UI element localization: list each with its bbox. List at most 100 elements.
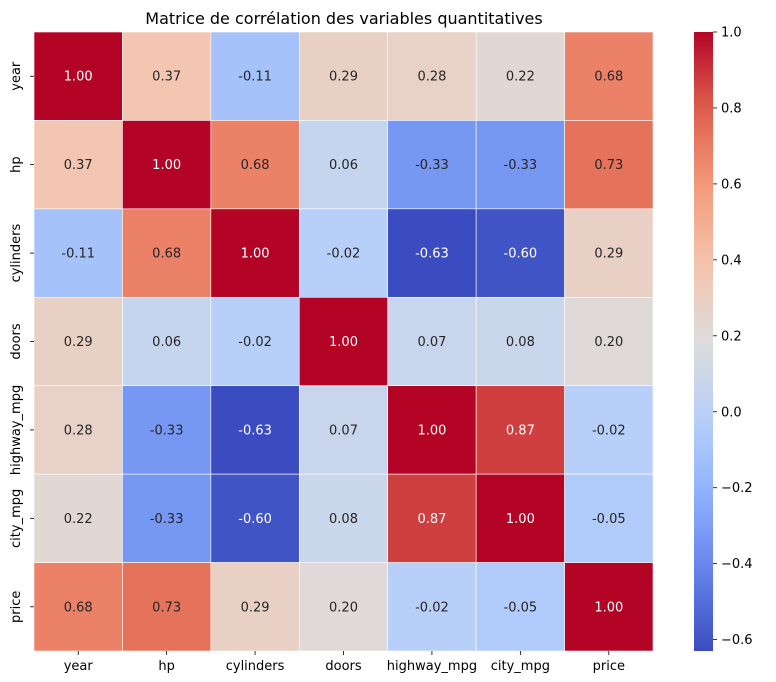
heatmap-cell-price-doors bbox=[298, 562, 389, 652]
cell-label-year-price: 0.68 bbox=[594, 70, 623, 85]
heatmap-cell-hp-price bbox=[564, 120, 654, 210]
heatmap-cell-highway_mpg-year bbox=[33, 385, 123, 475]
cell-label-hp-hp: 1.00 bbox=[152, 158, 181, 173]
heatmap-cell-city_mpg-highway_mpg bbox=[387, 473, 477, 563]
cell-label-year-doors: 0.29 bbox=[329, 70, 358, 85]
heatmap-cell-city_mpg-cylinders bbox=[210, 473, 300, 563]
heatmap-cell-doors-hp bbox=[122, 296, 212, 387]
cell-label-cylinders-cylinders: 1.00 bbox=[241, 247, 270, 262]
cell-label-hp-cylinders: 0.68 bbox=[241, 158, 270, 173]
colorbar-tick-label: −0.6 bbox=[721, 633, 753, 648]
y-tick-label-year: year bbox=[9, 61, 24, 91]
colorbar-tick-label: −0.2 bbox=[721, 481, 753, 496]
colorbar-tick-label: 0.0 bbox=[721, 405, 742, 420]
cell-label-hp-year: 0.37 bbox=[64, 158, 93, 173]
cell-annotations: 1.00 0.37 -0.11 0.29 0.28 0.22 0.68 0.37 1.00 0.6… bbox=[61, 70, 625, 616]
heatmap-cell-cylinders-cylinders bbox=[210, 208, 300, 298]
heatmap-cell-price-city_mpg bbox=[475, 562, 565, 652]
colorbar-tick-label: 1.0 bbox=[721, 26, 742, 41]
heatmap-cell-year-highway_mpg bbox=[387, 31, 477, 121]
cell-label-city_mpg-cylinders: -0.60 bbox=[238, 512, 272, 527]
cell-label-year-city_mpg: 0.22 bbox=[506, 70, 535, 85]
cell-label-cylinders-city_mpg: -0.60 bbox=[504, 247, 538, 262]
cell-label-year-highway_mpg: 0.28 bbox=[417, 70, 446, 85]
heatmap-cell-price-highway_mpg bbox=[387, 562, 477, 652]
x-axis-ticks: year hp cylinders doors highway_mpg city_mpg p… bbox=[64, 651, 625, 674]
cell-label-price-price: 1.00 bbox=[594, 600, 623, 615]
cell-label-highway_mpg-doors: 0.07 bbox=[329, 423, 358, 438]
cell-label-highway_mpg-city_mpg: 0.87 bbox=[506, 423, 535, 438]
cell-label-doors-price: 0.20 bbox=[594, 335, 623, 350]
heatmap-cell-cylinders-price bbox=[564, 208, 654, 298]
cell-label-doors-year: 0.29 bbox=[64, 335, 93, 350]
colorbar-tick-label: 0.6 bbox=[721, 177, 742, 192]
cell-label-highway_mpg-price: -0.02 bbox=[592, 423, 626, 438]
colorbar-tick-label: 0.4 bbox=[721, 253, 742, 268]
cell-label-city_mpg-price: -0.05 bbox=[592, 512, 626, 527]
heatmap-cell-city_mpg-price bbox=[564, 473, 654, 563]
heatmap-cell-cylinders-year bbox=[33, 208, 123, 298]
y-tick-label-cylinders: cylinders bbox=[9, 224, 24, 283]
cell-label-city_mpg-highway_mpg: 0.87 bbox=[417, 512, 446, 527]
colorbar-tick-label: 0.8 bbox=[721, 101, 742, 116]
cell-label-price-city_mpg: -0.05 bbox=[504, 600, 538, 615]
colorbar: −0.6 −0.4 −0.2 0.0 0.2 0.4 0.6 0.8 1.0 bbox=[694, 26, 753, 651]
x-tick-label-highway_mpg: highway_mpg bbox=[387, 659, 477, 674]
cell-label-year-cylinders: -0.11 bbox=[238, 70, 272, 85]
heatmap-cell-price-price bbox=[564, 562, 654, 652]
heatmap-cell-cylinders-city_mpg bbox=[475, 208, 565, 298]
cell-label-price-doors: 0.20 bbox=[329, 600, 358, 615]
cell-label-year-year: 1.00 bbox=[64, 70, 93, 85]
cell-label-hp-highway_mpg: -0.33 bbox=[415, 158, 449, 173]
colorbar-bar bbox=[694, 32, 713, 651]
cell-label-price-cylinders: 0.29 bbox=[241, 600, 270, 615]
heatmap-cell-year-year bbox=[33, 31, 123, 121]
cell-label-cylinders-highway_mpg: -0.63 bbox=[415, 247, 449, 262]
heatmap-cell-price-cylinders bbox=[210, 562, 300, 652]
x-tick-label-cylinders: cylinders bbox=[226, 659, 285, 674]
y-axis-ticks: year hp cylinders doors highway_mpg city_mpgp… bbox=[9, 61, 34, 623]
heatmap-cell-highway_mpg-cylinders bbox=[210, 385, 300, 475]
cell-label-city_mpg-year: 0.22 bbox=[64, 512, 93, 527]
cell-label-cylinders-price: 0.29 bbox=[594, 247, 623, 262]
heatmap-cell-hp-cylinders bbox=[210, 120, 300, 210]
cell-label-doors-city_mpg: 0.08 bbox=[506, 335, 535, 350]
heatmap-cell-hp-city_mpg bbox=[475, 120, 565, 210]
x-tick-label-price: price bbox=[593, 659, 625, 674]
cell-label-price-hp: 0.73 bbox=[152, 600, 181, 615]
cell-label-year-hp: 0.37 bbox=[152, 70, 181, 85]
heatmap-cell-price-hp bbox=[122, 562, 212, 652]
y-tick-label-highway_mpg: highway_mpg bbox=[9, 385, 24, 475]
heatmap-cell-year-price bbox=[564, 31, 654, 121]
heatmap-cell-year-hp bbox=[122, 31, 212, 121]
cell-label-city_mpg-hp: -0.33 bbox=[150, 512, 184, 527]
heatmap-cell-doors-doors bbox=[298, 296, 389, 387]
cell-label-city_mpg-doors: 0.08 bbox=[329, 512, 358, 527]
cell-label-highway_mpg-cylinders: -0.63 bbox=[238, 423, 272, 438]
cell-label-hp-city_mpg: -0.33 bbox=[504, 158, 538, 173]
cell-label-doors-cylinders: -0.02 bbox=[238, 335, 272, 350]
heatmap-cell-year-cylinders bbox=[210, 31, 300, 121]
colorbar-tick-label: 0.2 bbox=[721, 329, 742, 344]
heatmap-cell-hp-highway_mpg bbox=[387, 120, 477, 210]
x-tick-label-city_mpg: city_mpg bbox=[491, 659, 550, 674]
cell-label-city_mpg-city_mpg: 1.00 bbox=[506, 512, 535, 527]
heatmap-cell-city_mpg-year bbox=[33, 473, 123, 563]
cell-label-cylinders-doors: -0.02 bbox=[327, 247, 361, 262]
heatmap-cell-doors-year bbox=[33, 296, 123, 387]
colorbar-tick-label: −0.4 bbox=[721, 557, 753, 572]
cell-label-doors-hp: 0.06 bbox=[152, 335, 181, 350]
heatmap-cell-highway_mpg-price bbox=[564, 385, 654, 475]
y-tick-label-hp: hp bbox=[9, 156, 24, 173]
cell-label-cylinders-hp: 0.68 bbox=[152, 247, 181, 262]
heatmap-cell-city_mpg-doors bbox=[298, 473, 389, 563]
x-tick-label-hp: hp bbox=[158, 659, 175, 674]
heatmap-cells bbox=[33, 31, 654, 652]
cell-label-doors-doors: 1.00 bbox=[329, 335, 358, 350]
heatmap-cell-cylinders-doors bbox=[298, 208, 389, 298]
heatmap-cell-hp-year bbox=[33, 120, 123, 210]
x-tick-label-doors: doors bbox=[325, 659, 362, 674]
y-tick-label-doors: doors bbox=[9, 323, 24, 360]
cell-label-price-highway_mpg: -0.02 bbox=[415, 600, 449, 615]
